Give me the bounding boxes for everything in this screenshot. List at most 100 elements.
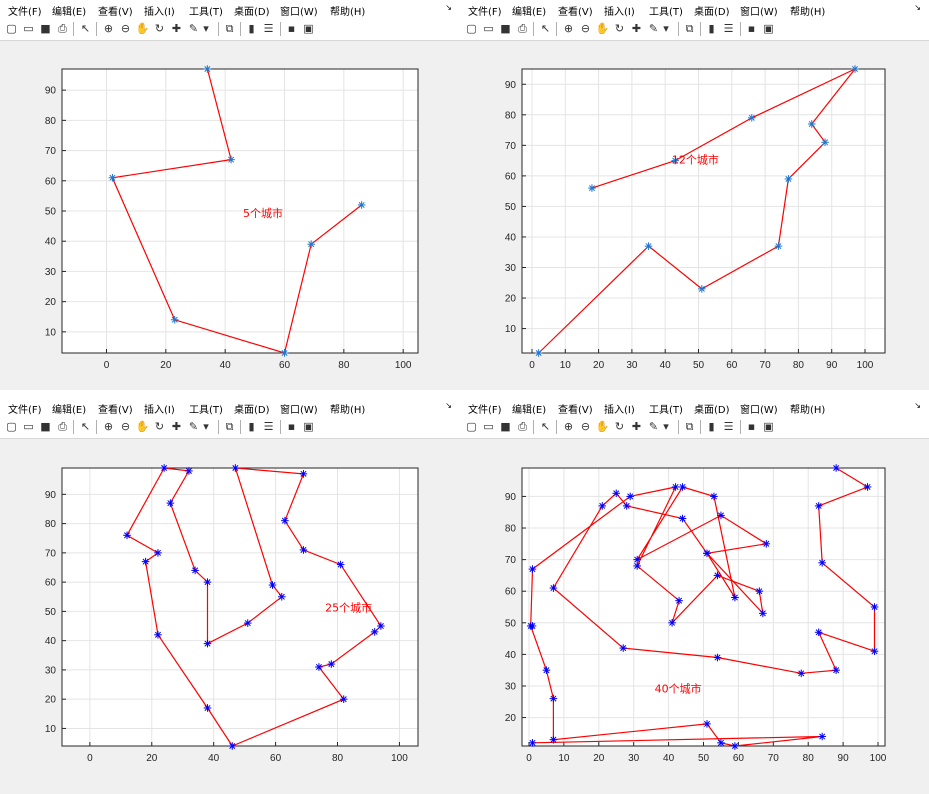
zoom-in-icon[interactable]: ⊕: [103, 420, 114, 433]
colorbar-icon[interactable]: ▮: [708, 22, 715, 35]
open-file-icon[interactable]: ▭: [23, 420, 34, 433]
menu-desktop[interactable]: 桌面(D): [234, 405, 270, 416]
rotate-3d-icon[interactable]: ↻: [614, 22, 625, 35]
link-plot-icon[interactable]: ⧉: [685, 22, 694, 35]
zoom-out-icon[interactable]: ⊖: [580, 22, 591, 35]
show-plot-tools-icon[interactable]: ▣: [303, 22, 314, 35]
menu-help[interactable]: 帮助(H): [330, 7, 366, 18]
menu-edit[interactable]: 编辑(E): [512, 7, 547, 18]
zoom-out-icon[interactable]: ⊖: [580, 420, 591, 433]
menu-edit[interactable]: 编辑(E): [52, 7, 87, 18]
menu-tools[interactable]: 工具(T): [649, 7, 683, 18]
rotate-3d-icon[interactable]: ↻: [154, 22, 165, 35]
new-figure-icon[interactable]: ▢: [6, 420, 17, 433]
new-figure-icon[interactable]: ▢: [466, 420, 477, 433]
brush-dropdown-icon[interactable]: ▾: [663, 22, 669, 35]
show-plot-tools-icon[interactable]: ▣: [763, 420, 774, 433]
print-icon[interactable]: ⎙: [58, 420, 67, 433]
brush-dropdown-icon[interactable]: ▾: [203, 22, 209, 35]
colorbar-icon[interactable]: ▮: [248, 420, 255, 433]
dock-arrow-icon[interactable]: ↘: [445, 401, 452, 410]
menu-tools[interactable]: 工具(T): [189, 7, 223, 18]
link-plot-icon[interactable]: ⧉: [685, 420, 694, 433]
menu-insert[interactable]: 插入(I): [604, 405, 635, 416]
pan-hand-icon[interactable]: ✋: [595, 22, 610, 35]
menu-insert[interactable]: 插入(I): [604, 7, 635, 18]
zoom-out-icon[interactable]: ⊖: [120, 22, 131, 35]
data-cursor-icon[interactable]: ✚: [171, 22, 182, 35]
brush-dropdown-icon[interactable]: ▾: [203, 420, 209, 433]
link-plot-icon[interactable]: ⧉: [225, 22, 234, 35]
brush-dropdown-icon[interactable]: ▾: [663, 420, 669, 433]
rotate-3d-icon[interactable]: ↻: [154, 420, 165, 433]
data-cursor-icon[interactable]: ✚: [631, 22, 642, 35]
menu-view[interactable]: 查看(V): [98, 7, 133, 18]
link-plot-icon[interactable]: ⧉: [225, 420, 234, 433]
print-icon[interactable]: ⎙: [58, 22, 67, 35]
new-figure-icon[interactable]: ▢: [6, 22, 17, 35]
menu-window[interactable]: 窗口(W): [280, 405, 318, 416]
menu-desktop[interactable]: 桌面(D): [694, 7, 730, 18]
open-file-icon[interactable]: ▭: [483, 420, 494, 433]
dock-arrow-icon[interactable]: ↘: [445, 3, 452, 12]
menu-insert[interactable]: 插入(I): [144, 405, 175, 416]
menu-edit[interactable]: 编辑(E): [52, 405, 87, 416]
new-figure-icon[interactable]: ▢: [466, 22, 477, 35]
legend-icon[interactable]: ☰: [263, 420, 274, 433]
pan-hand-icon[interactable]: ✋: [595, 420, 610, 433]
zoom-in-icon[interactable]: ⊕: [563, 420, 574, 433]
open-file-icon[interactable]: ▭: [23, 22, 34, 35]
menu-view[interactable]: 查看(V): [558, 405, 593, 416]
menu-window[interactable]: 窗口(W): [280, 7, 318, 18]
brush-icon[interactable]: ✎: [648, 420, 659, 433]
menu-desktop[interactable]: 桌面(D): [234, 7, 270, 18]
brush-icon[interactable]: ✎: [188, 22, 199, 35]
menu-view[interactable]: 查看(V): [558, 7, 593, 18]
rotate-3d-icon[interactable]: ↻: [614, 420, 625, 433]
menu-help[interactable]: 帮助(H): [790, 7, 826, 18]
menu-help[interactable]: 帮助(H): [790, 405, 826, 416]
menu-window[interactable]: 窗口(W): [740, 7, 778, 18]
dock-arrow-icon[interactable]: ↘: [914, 401, 921, 410]
menu-desktop[interactable]: 桌面(D): [694, 405, 730, 416]
pointer-icon[interactable]: ↖: [540, 420, 551, 433]
menu-file[interactable]: 文件(F): [8, 7, 42, 18]
zoom-out-icon[interactable]: ⊖: [120, 420, 131, 433]
data-cursor-icon[interactable]: ✚: [631, 420, 642, 433]
colorbar-icon[interactable]: ▮: [708, 420, 715, 433]
brush-icon[interactable]: ✎: [648, 22, 659, 35]
menu-insert[interactable]: 插入(I): [144, 7, 175, 18]
pointer-icon[interactable]: ↖: [80, 420, 91, 433]
pointer-icon[interactable]: ↖: [540, 22, 551, 35]
save-icon[interactable]: ■: [40, 420, 51, 433]
menu-tools[interactable]: 工具(T): [189, 405, 223, 416]
legend-icon[interactable]: ☰: [263, 22, 274, 35]
print-icon[interactable]: ⎙: [518, 420, 527, 433]
menu-file[interactable]: 文件(F): [8, 405, 42, 416]
save-icon[interactable]: ■: [500, 22, 511, 35]
show-plot-tools-icon[interactable]: ▣: [763, 22, 774, 35]
pan-hand-icon[interactable]: ✋: [135, 420, 150, 433]
hide-plot-tools-icon[interactable]: ▪: [747, 22, 756, 35]
dock-arrow-icon[interactable]: ↘: [914, 3, 921, 12]
show-plot-tools-icon[interactable]: ▣: [303, 420, 314, 433]
colorbar-icon[interactable]: ▮: [248, 22, 255, 35]
open-file-icon[interactable]: ▭: [483, 22, 494, 35]
menu-tools[interactable]: 工具(T): [649, 405, 683, 416]
pan-hand-icon[interactable]: ✋: [135, 22, 150, 35]
brush-icon[interactable]: ✎: [188, 420, 199, 433]
legend-icon[interactable]: ☰: [723, 22, 734, 35]
menu-help[interactable]: 帮助(H): [330, 405, 366, 416]
save-icon[interactable]: ■: [500, 420, 511, 433]
hide-plot-tools-icon[interactable]: ▪: [747, 420, 756, 433]
print-icon[interactable]: ⎙: [518, 22, 527, 35]
save-icon[interactable]: ■: [40, 22, 51, 35]
menu-window[interactable]: 窗口(W): [740, 405, 778, 416]
menu-file[interactable]: 文件(F): [468, 7, 502, 18]
menu-file[interactable]: 文件(F): [468, 405, 502, 416]
legend-icon[interactable]: ☰: [723, 420, 734, 433]
menu-edit[interactable]: 编辑(E): [512, 405, 547, 416]
hide-plot-tools-icon[interactable]: ▪: [287, 22, 296, 35]
zoom-in-icon[interactable]: ⊕: [563, 22, 574, 35]
menu-view[interactable]: 查看(V): [98, 405, 133, 416]
